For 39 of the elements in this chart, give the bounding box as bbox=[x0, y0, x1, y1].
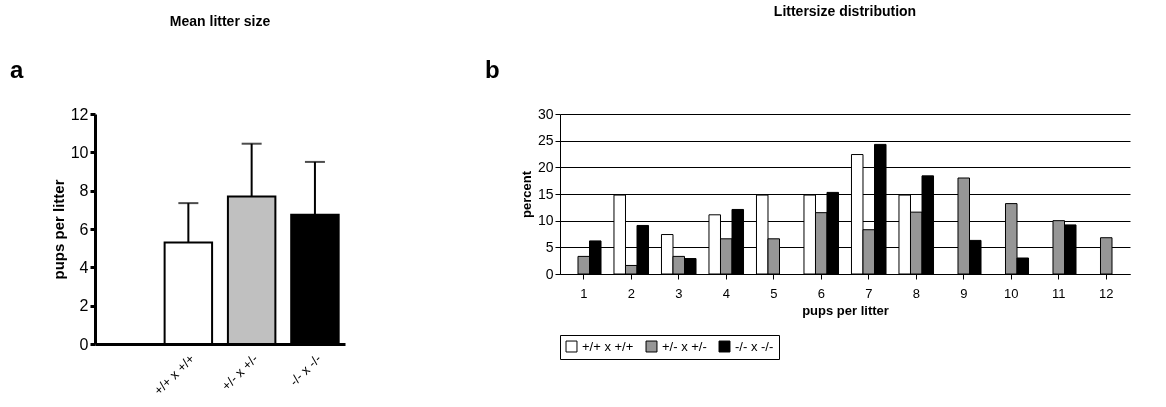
y-tick-label: 0 bbox=[545, 265, 554, 282]
x-tick-label: 9 bbox=[960, 285, 968, 301]
y-axis-title: percent bbox=[518, 170, 534, 218]
chart-title: Mean litter size bbox=[169, 13, 271, 29]
x-tick-label: -/- x -/- bbox=[286, 351, 325, 389]
x-tick-label: 10 bbox=[1004, 285, 1019, 301]
x-tick-label: 11 bbox=[1052, 285, 1066, 301]
x-axis-title: pups per litter bbox=[802, 302, 889, 318]
x-tick-label: 3 bbox=[675, 285, 683, 301]
x-tick-label: 2 bbox=[627, 285, 635, 301]
text: a bbox=[10, 56, 24, 83]
x-tick-label: 7 bbox=[865, 285, 873, 301]
y-tick-label: 6 bbox=[79, 220, 89, 238]
x-tick-label: 8 bbox=[912, 285, 920, 301]
y-tick-label: 25 bbox=[537, 132, 554, 149]
legend-label: +/- x +/- bbox=[662, 338, 707, 354]
y-axis-title: pups per litter bbox=[49, 179, 67, 280]
y-tick-label: 15 bbox=[537, 185, 554, 202]
y-tick-label: 4 bbox=[79, 258, 89, 276]
y-tick-label: 12 bbox=[70, 105, 89, 123]
y-tick-label: 8 bbox=[79, 182, 89, 200]
y-tick-label: 2 bbox=[79, 297, 89, 315]
legend-label: -/- x -/- bbox=[735, 338, 774, 354]
x-tick-label: 5 bbox=[770, 285, 778, 301]
chart-title: Littersize distribution bbox=[773, 3, 917, 19]
text: b bbox=[485, 56, 500, 83]
legend-label: +/+ x +/+ bbox=[582, 338, 634, 354]
y-tick-label: 10 bbox=[537, 212, 554, 229]
y-tick-label: 20 bbox=[537, 158, 554, 175]
x-tick-label: +/- x +/- bbox=[218, 351, 261, 394]
y-tick-label: 0 bbox=[79, 335, 89, 353]
y-tick-label: 10 bbox=[70, 143, 89, 161]
x-tick-label: 12 bbox=[1099, 285, 1114, 301]
x-tick-label: +/+ x +/+ bbox=[150, 351, 198, 398]
x-tick-label: 1 bbox=[580, 285, 588, 301]
x-tick-label: 6 bbox=[817, 285, 825, 301]
y-tick-label: 30 bbox=[537, 105, 554, 122]
x-tick-label: 4 bbox=[722, 285, 730, 301]
y-tick-label: 5 bbox=[545, 238, 554, 255]
